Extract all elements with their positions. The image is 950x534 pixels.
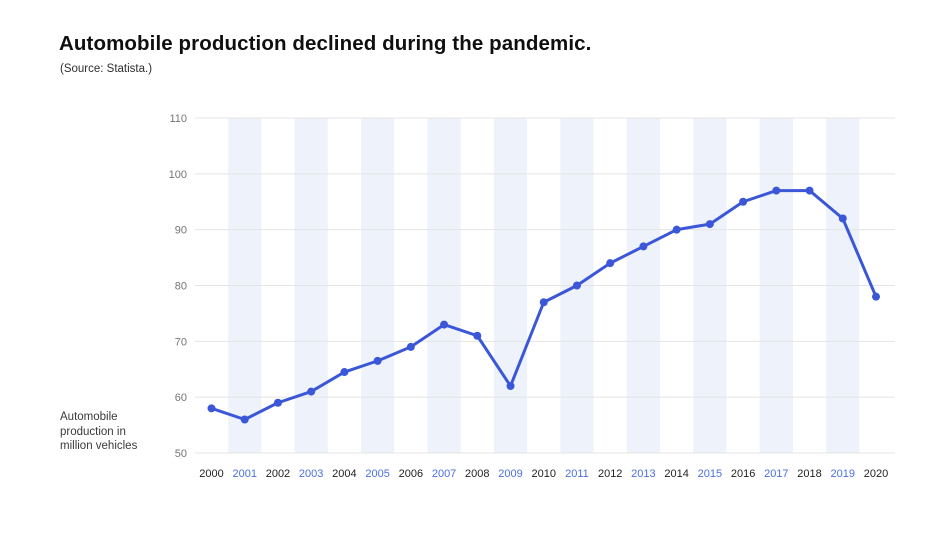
x-tick-label: 2007 [432, 468, 456, 480]
y-tick-label: 80 [175, 281, 187, 293]
chart-source: (Source: Statista.) [60, 63, 153, 75]
y-axis-title: Automobile production in million vehicle… [60, 410, 137, 454]
data-point [672, 225, 681, 234]
data-point [705, 220, 714, 229]
x-tick-label: 2009 [498, 468, 522, 480]
y-tick-label: 90 [175, 225, 187, 237]
x-tick-label: 2013 [631, 468, 655, 480]
x-tick-label: 2006 [399, 468, 423, 480]
x-tick-label: 2016 [731, 468, 755, 480]
x-tick-label: 2010 [532, 468, 556, 480]
data-point [805, 186, 814, 195]
data-point [207, 404, 216, 413]
data-point [240, 415, 249, 424]
data-point [440, 320, 449, 329]
data-point [539, 298, 548, 307]
x-tick-label: 2000 [199, 468, 223, 480]
data-point [273, 398, 282, 407]
x-tick-label: 2012 [598, 468, 622, 480]
data-point [639, 242, 648, 251]
x-tick-label: 2004 [332, 468, 356, 480]
y-tick-label: 50 [175, 448, 187, 460]
x-tick-label: 2003 [299, 468, 323, 480]
y-axis-title-line-3: million vehicles [60, 440, 138, 452]
data-point [739, 197, 748, 206]
data-point [872, 292, 880, 301]
data-point [406, 342, 415, 351]
chart-title: Automobile production declined during th… [59, 32, 592, 55]
x-tick-label: 2020 [864, 468, 888, 480]
x-tick-label: 2005 [365, 468, 389, 480]
x-tick-label: 2002 [266, 468, 290, 480]
data-point [307, 387, 316, 396]
x-tick-label: 2019 [831, 468, 855, 480]
x-tick-label: 2015 [698, 468, 722, 480]
y-axis-title-line-1: Automobile [60, 411, 118, 423]
x-tick-label: 2018 [797, 468, 821, 480]
data-point [473, 331, 482, 340]
data-point [838, 214, 847, 223]
data-point [373, 356, 382, 365]
x-tick-label: 2001 [232, 468, 256, 480]
y-axis-title-line-2: production in [60, 425, 126, 438]
data-point [772, 186, 781, 195]
y-tick-label: 100 [169, 169, 187, 181]
x-tick-label: 2008 [465, 468, 489, 480]
y-tick-label: 60 [175, 392, 187, 404]
data-point [506, 382, 515, 390]
x-tick-label: 2011 [565, 468, 589, 480]
data-point [572, 281, 581, 290]
y-tick-label: 110 [169, 113, 187, 125]
data-point [340, 368, 349, 377]
data-point [606, 259, 615, 268]
x-tick-label: 2014 [664, 468, 688, 480]
x-tick-label: 2017 [764, 468, 788, 480]
y-tick-label: 70 [175, 336, 187, 348]
